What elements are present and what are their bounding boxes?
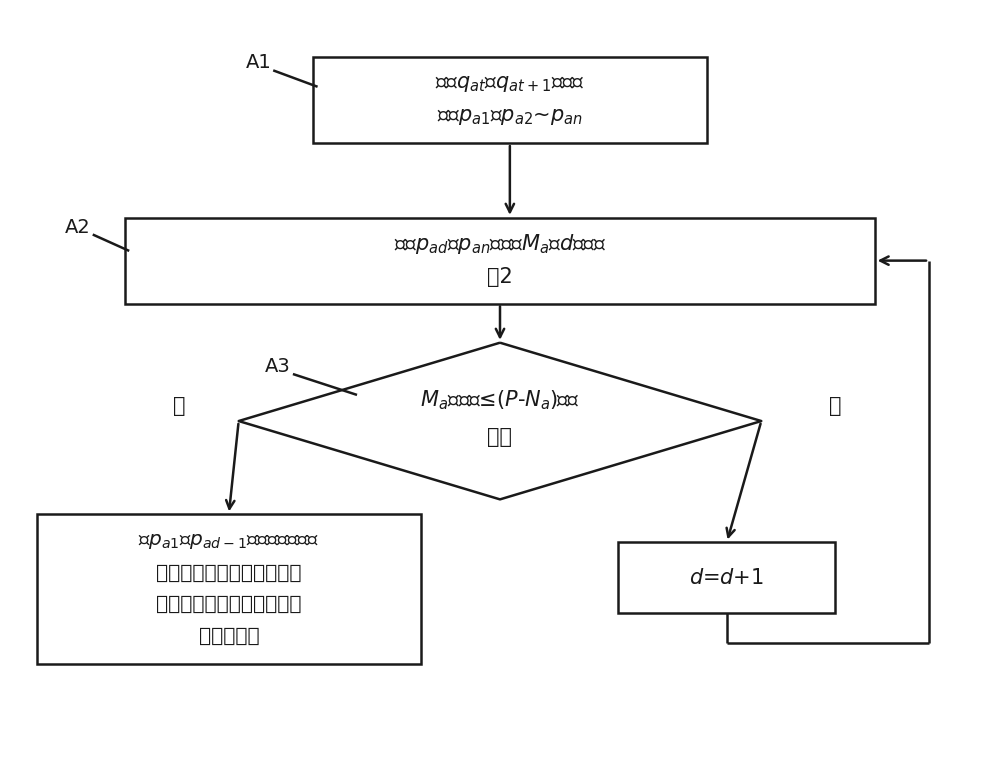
Text: A1: A1	[246, 53, 271, 72]
FancyBboxPatch shape	[618, 543, 835, 613]
FancyBboxPatch shape	[37, 515, 421, 663]
Text: $d$=$d$+1: $d$=$d$+1	[689, 568, 764, 587]
Text: 设备维持当前的运行状态，: 设备维持当前的运行状态，	[156, 564, 302, 583]
FancyBboxPatch shape	[313, 57, 707, 143]
Text: 运行的状态: 运行的状态	[199, 626, 259, 645]
Text: 计算$p_{ad}$至$p_{an}$的总值$M_a$，$d$初始值: 计算$p_{ad}$至$p_{an}$的总值$M_a$，$d$初始值	[394, 233, 606, 256]
Text: 为2: 为2	[487, 267, 513, 287]
Text: 是: 是	[173, 396, 186, 416]
Text: 否: 否	[829, 396, 842, 416]
FancyBboxPatch shape	[125, 217, 875, 303]
Text: A2: A2	[65, 217, 91, 236]
Text: 差值$p_{a1}$、$p_{a2}$~$p_{an}$: 差值$p_{a1}$、$p_{a2}$~$p_{an}$	[437, 106, 583, 127]
Text: 对$p_{a1}$至$p_{ad-1}$对应的发电测试: 对$p_{a1}$至$p_{ad-1}$对应的发电测试	[138, 533, 320, 552]
Text: 值？: 值？	[488, 427, 512, 448]
Text: 控制其余设备进入下一时刻: 控制其余设备进入下一时刻	[156, 595, 302, 614]
Text: 获取$q_{at}$和$q_{at+1}$，得到: 获取$q_{at}$和$q_{at+1}$，得到	[435, 74, 585, 93]
Text: A3: A3	[265, 357, 291, 376]
Text: $M_a$绝对值≤($P$-$N_a$)绝对: $M_a$绝对值≤($P$-$N_a$)绝对	[420, 388, 580, 412]
